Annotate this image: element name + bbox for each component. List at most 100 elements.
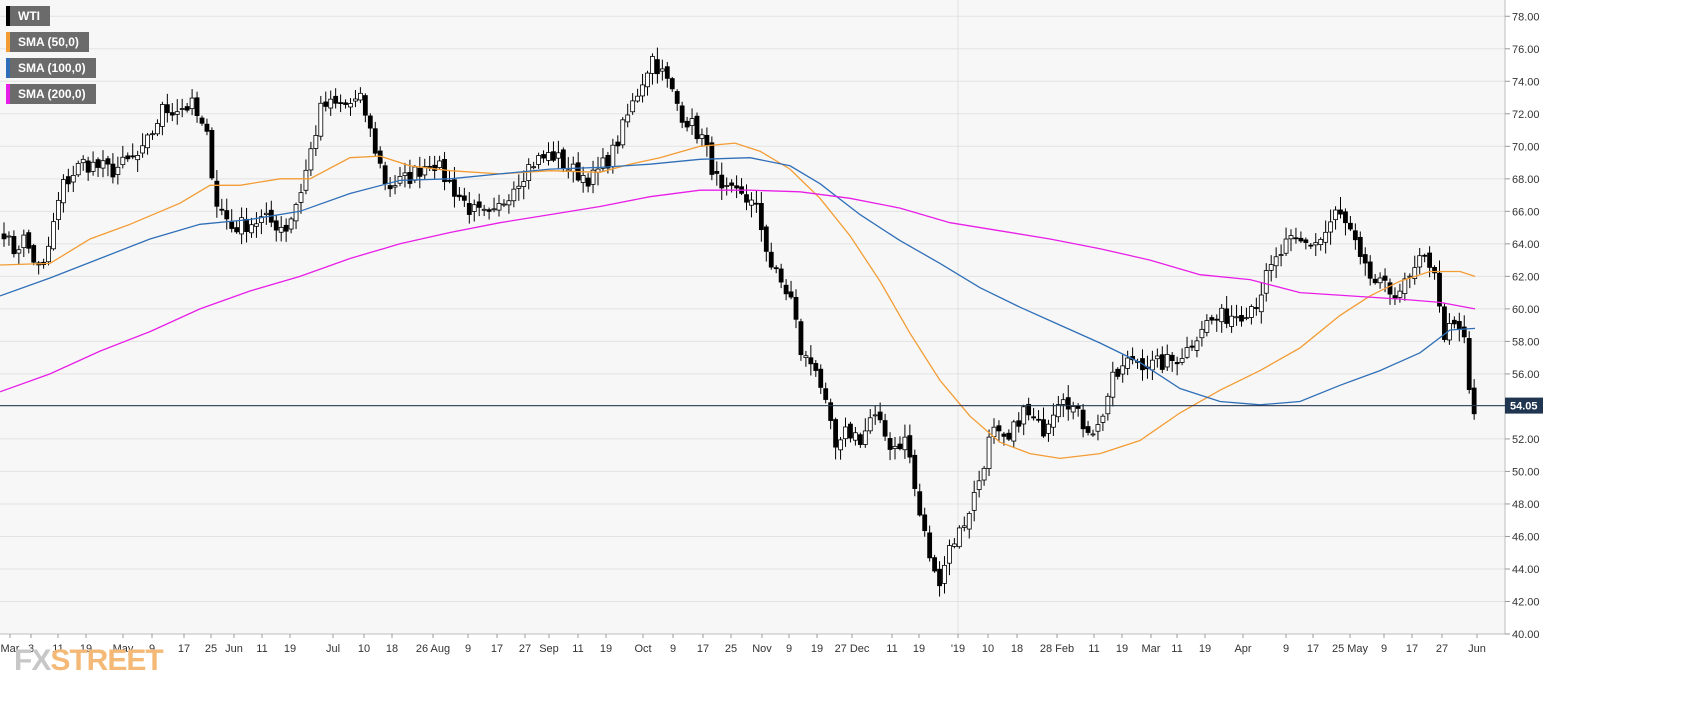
- y-tick-label: 64.00: [1512, 239, 1540, 251]
- legend-item-wti[interactable]: WTI: [6, 6, 96, 26]
- candle: [90, 151, 96, 176]
- candle: [857, 432, 863, 448]
- candle: [897, 436, 903, 451]
- x-tick-label: 18: [1011, 643, 1023, 655]
- candle: [927, 525, 933, 562]
- candle: [506, 194, 512, 214]
- current-price-tag: [1505, 397, 1543, 414]
- legend-item-sma-200[interactable]: SMA (200,0): [6, 84, 96, 104]
- candle: [501, 199, 507, 208]
- candle: [1288, 229, 1294, 252]
- candle: [1026, 397, 1032, 421]
- y-tick-label: 74.00: [1512, 76, 1540, 88]
- y-axis: 40.0042.0044.0046.0048.0050.0052.0054.00…: [1505, 11, 1540, 641]
- candle: [1437, 260, 1442, 313]
- candle: [719, 162, 725, 201]
- candle: [174, 99, 180, 125]
- x-tick-label: Oct: [634, 643, 651, 655]
- x-tick-label: 9: [465, 643, 471, 655]
- candle: [1031, 407, 1036, 421]
- x-tick-label: 9: [1283, 643, 1289, 655]
- candle: [630, 93, 636, 115]
- candle: [155, 119, 160, 137]
- y-tick-label: 46.00: [1512, 531, 1540, 543]
- candle: [1303, 237, 1309, 250]
- candle: [838, 437, 843, 460]
- candle: [1352, 223, 1358, 250]
- y-tick-label: 72.00: [1512, 109, 1540, 121]
- y-tick-label: 42.00: [1512, 596, 1540, 608]
- candle: [1229, 305, 1234, 333]
- x-tick-label: Apr: [1234, 643, 1251, 655]
- candle: [120, 145, 126, 169]
- candle: [56, 192, 61, 230]
- candle: [1, 222, 7, 247]
- candle: [952, 538, 957, 549]
- grid: [0, 0, 1505, 635]
- sma-line-100: [0, 157, 1476, 406]
- candle: [1199, 320, 1205, 347]
- x-tick-label: Sep: [539, 643, 559, 655]
- candle: [1204, 314, 1210, 337]
- candle: [466, 192, 472, 224]
- candle: [1432, 265, 1437, 280]
- candle: [1273, 247, 1279, 279]
- legend-item-sma-100[interactable]: SMA (100,0): [6, 58, 96, 78]
- candle: [1174, 356, 1180, 376]
- candle: [773, 265, 779, 274]
- candle: [130, 143, 136, 160]
- candle: [1328, 209, 1333, 245]
- candle: [1169, 352, 1175, 372]
- candle: [1070, 401, 1076, 420]
- candle: [323, 91, 329, 112]
- candle: [417, 156, 423, 189]
- candle: [516, 174, 522, 201]
- x-tick-label: 19: [284, 643, 296, 655]
- candle: [159, 101, 165, 136]
- candle: [699, 128, 705, 147]
- y-tick-label: 70.00: [1512, 141, 1540, 153]
- candle: [1159, 346, 1165, 374]
- candle: [21, 229, 27, 258]
- x-tick-label: Jun: [225, 643, 243, 655]
- candle: [461, 187, 467, 207]
- candle: [788, 280, 794, 300]
- legend-label: SMA (200,0): [10, 84, 96, 104]
- x-tick-label: 17: [491, 643, 503, 655]
- x-tick-label: 11: [52, 643, 63, 655]
- candle: [833, 417, 838, 460]
- candle: [140, 133, 146, 158]
- candle: [546, 142, 551, 166]
- candle: [486, 207, 492, 220]
- candle: [496, 194, 502, 217]
- candle: [961, 516, 967, 532]
- candle: [476, 193, 482, 217]
- candle: [1343, 208, 1348, 236]
- candle: [471, 199, 477, 222]
- candle: [189, 89, 195, 116]
- candle: [402, 162, 408, 188]
- candle: [645, 70, 650, 96]
- candle: [1422, 253, 1428, 263]
- legend-item-sma-50[interactable]: SMA (50,0): [6, 32, 96, 52]
- x-tick-label: 9: [670, 643, 676, 655]
- candle: [1268, 255, 1274, 282]
- candle: [976, 470, 982, 498]
- candle: [655, 47, 660, 84]
- candle: [853, 426, 858, 446]
- candle: [808, 345, 814, 376]
- x-tick-label: 9: [1381, 643, 1387, 655]
- candle: [1085, 420, 1091, 436]
- candle: [1080, 404, 1086, 438]
- candle: [882, 413, 888, 441]
- candle: [778, 263, 784, 289]
- candle: [219, 198, 225, 216]
- candle: [313, 125, 319, 157]
- candle: [1046, 419, 1051, 442]
- candle: [258, 209, 264, 235]
- candle: [164, 93, 170, 123]
- plot-background: [0, 0, 1505, 634]
- legend-swatch: [6, 84, 10, 104]
- candle: [912, 449, 918, 497]
- candle: [907, 424, 913, 464]
